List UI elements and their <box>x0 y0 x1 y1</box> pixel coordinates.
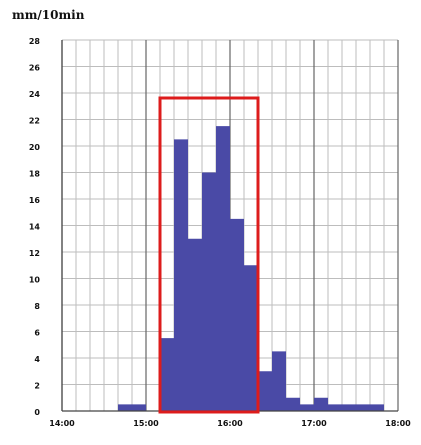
y-axis-unit-label: mm/10min <box>12 8 85 22</box>
bar <box>300 404 314 411</box>
y-tick-label: 14 <box>29 223 41 232</box>
bar <box>286 397 300 411</box>
bars <box>118 126 384 411</box>
x-tick-label: 18:00 <box>385 419 411 428</box>
y-tick-label: 6 <box>34 329 40 338</box>
bar <box>160 338 174 411</box>
bar <box>258 371 272 411</box>
bar <box>244 265 258 411</box>
y-tick-label: 2 <box>34 382 40 391</box>
y-tick-label: 24 <box>29 90 41 99</box>
y-tick-label: 26 <box>29 64 41 73</box>
y-tick-label: 0 <box>34 408 40 417</box>
highlight <box>158 96 260 414</box>
bar <box>118 404 132 411</box>
bar <box>342 404 356 411</box>
bar <box>188 238 202 411</box>
bar <box>132 404 146 411</box>
y-tick-label: 20 <box>29 143 41 152</box>
y-tick-label: 18 <box>29 170 41 179</box>
x-tick-label: 17:00 <box>301 419 327 428</box>
x-tick-label: 15:00 <box>133 419 159 428</box>
bar <box>328 404 342 411</box>
bar <box>272 351 286 411</box>
bar <box>370 404 384 411</box>
y-tick-label: 4 <box>34 355 40 364</box>
y-tick-label: 12 <box>29 249 40 258</box>
y-tick-label: 8 <box>34 302 40 311</box>
y-tick-label: 10 <box>29 276 41 285</box>
bar <box>174 139 188 411</box>
bar <box>356 404 370 411</box>
bar <box>230 218 244 411</box>
x-tick-label: 14:00 <box>49 419 75 428</box>
highlight-box <box>158 96 260 414</box>
x-tick-label: 16:00 <box>217 419 243 428</box>
bar <box>216 126 230 411</box>
y-tick-label: 22 <box>29 117 40 126</box>
bar <box>314 397 328 411</box>
y-tick-label: 16 <box>29 196 41 205</box>
y-tick-label: 28 <box>29 37 41 46</box>
bar <box>202 172 216 411</box>
